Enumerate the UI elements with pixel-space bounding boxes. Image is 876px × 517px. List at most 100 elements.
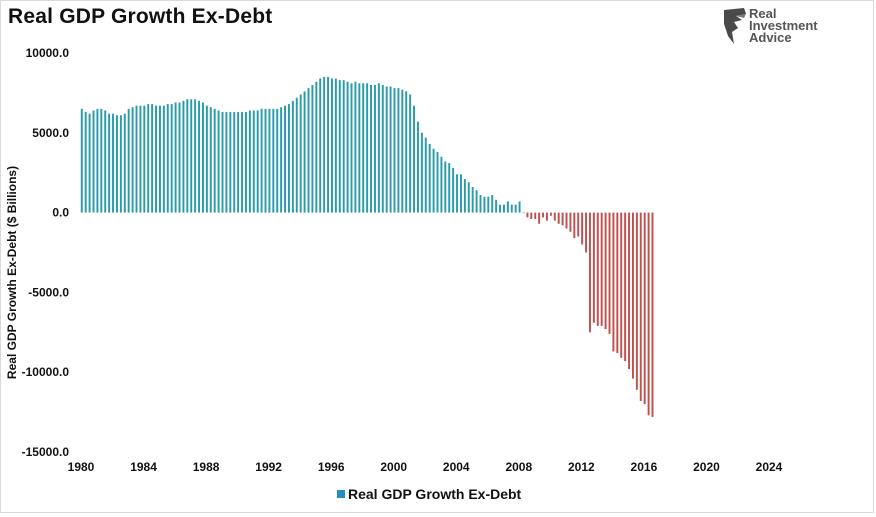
- bar: [108, 113, 111, 213]
- bar: [334, 78, 337, 213]
- logo-line-3: Advice: [749, 30, 792, 45]
- bar: [88, 113, 91, 213]
- legend: Real GDP Growth Ex-Debt: [337, 486, 521, 502]
- bar: [174, 102, 177, 213]
- bar: [96, 108, 99, 213]
- bar: [596, 212, 599, 326]
- bar: [588, 212, 591, 333]
- legend-label: Real GDP Growth Ex-Debt: [348, 486, 522, 502]
- bar: [225, 112, 228, 213]
- y-tick-label: 10000.0: [26, 46, 70, 60]
- bar: [413, 105, 416, 213]
- bar: [385, 86, 388, 213]
- bar: [518, 201, 521, 213]
- bar: [514, 204, 517, 213]
- bar: [624, 212, 627, 362]
- x-tick-label: 1984: [130, 460, 157, 474]
- chart-title: Real GDP Growth Ex-Debt: [8, 5, 273, 28]
- bar: [561, 212, 564, 226]
- bar: [186, 99, 189, 213]
- logo-line-1: Real: [749, 6, 777, 21]
- bar: [397, 88, 400, 213]
- bar: [506, 201, 509, 213]
- bar: [409, 94, 412, 213]
- bar: [307, 88, 310, 213]
- bar: [467, 182, 470, 213]
- bar: [256, 110, 259, 213]
- bar: [291, 100, 294, 213]
- bar: [475, 190, 478, 213]
- bar: [221, 112, 224, 213]
- bar: [358, 83, 361, 213]
- bar: [162, 105, 165, 213]
- bar: [330, 78, 333, 213]
- bar: [479, 195, 482, 213]
- x-tick-label: 2004: [443, 460, 470, 474]
- bar: [463, 179, 466, 213]
- bar: [299, 94, 302, 213]
- bar: [459, 174, 462, 213]
- x-tick-label: 1996: [318, 460, 345, 474]
- bar: [151, 104, 154, 213]
- bar: [499, 204, 502, 213]
- bar: [319, 78, 322, 213]
- bar: [635, 212, 638, 390]
- x-axis-ticks: 1980 1984 1988 1992 1996 2000 2004 2008 2012 2016…: [68, 460, 783, 474]
- x-tick-label: 2016: [631, 460, 658, 474]
- bar: [592, 212, 595, 323]
- bar: [237, 112, 240, 213]
- bar: [471, 187, 474, 213]
- bar: [190, 99, 193, 213]
- bar: [350, 83, 353, 213]
- bar: [342, 80, 345, 213]
- bar: [115, 115, 118, 213]
- bar: [143, 105, 146, 213]
- x-tick-label: 2012: [568, 460, 595, 474]
- x-tick-label: 1980: [68, 460, 95, 474]
- bar: [268, 108, 271, 213]
- bar: [178, 102, 181, 213]
- y-axis-label: Real GDP Growth Ex-Debt ($ Billions): [5, 166, 19, 379]
- bar: [323, 76, 326, 213]
- y-tick-label: 5000.0: [32, 126, 69, 140]
- bar: [585, 212, 588, 253]
- x-tick-label: 2024: [756, 460, 783, 474]
- bar: [229, 112, 232, 213]
- bar: [510, 204, 513, 213]
- bar: [104, 110, 107, 213]
- bar: [284, 105, 287, 213]
- bar: [436, 151, 439, 213]
- bar: [440, 156, 443, 213]
- bar: [377, 83, 380, 213]
- y-tick-label: -10000.0: [22, 365, 70, 379]
- bar: [491, 195, 494, 213]
- bar: [373, 84, 376, 213]
- x-tick-label: 2000: [380, 460, 407, 474]
- bar: [405, 91, 408, 213]
- bar: [346, 81, 349, 213]
- bar: [448, 163, 451, 213]
- bar: [643, 212, 646, 405]
- bar: [557, 212, 560, 224]
- bar: [444, 161, 447, 213]
- bar: [198, 100, 201, 213]
- bar: [205, 105, 208, 213]
- bar: [573, 212, 576, 239]
- bar: [166, 104, 169, 213]
- bar: [100, 108, 103, 213]
- bar: [483, 196, 486, 213]
- bar: [315, 81, 318, 213]
- bar: [616, 212, 619, 354]
- bar: [233, 112, 236, 213]
- bar: [534, 212, 537, 219]
- bar: [213, 108, 216, 213]
- bar: [542, 212, 545, 218]
- bar: [569, 212, 572, 232]
- bar: [420, 132, 423, 213]
- bar: [366, 83, 369, 213]
- bar: [424, 137, 427, 213]
- bar: [119, 115, 122, 213]
- bar: [354, 81, 357, 213]
- bar: [432, 148, 435, 213]
- bar: [389, 86, 392, 213]
